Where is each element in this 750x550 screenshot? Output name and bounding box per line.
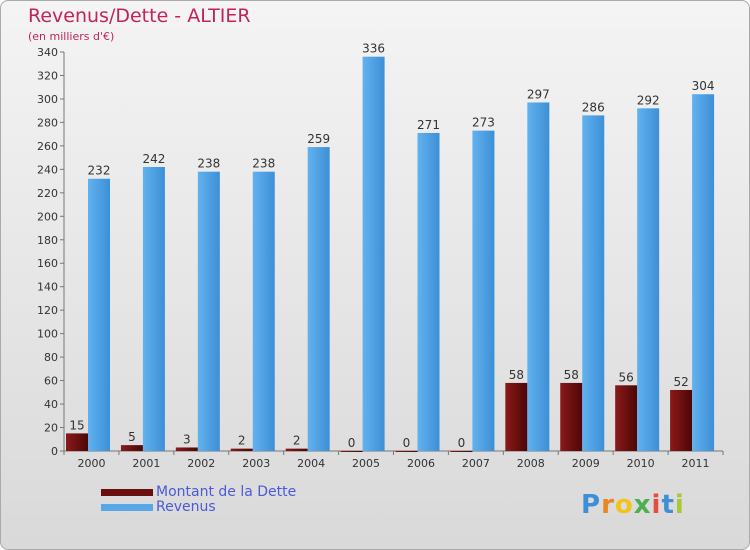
bar-debt	[230, 448, 253, 451]
y-tick-label: 340	[37, 46, 58, 59]
data-label-revenue: 273	[472, 116, 495, 130]
data-label-revenue: 238	[252, 157, 275, 171]
x-tick-label: 2000	[77, 457, 105, 470]
bar-revenue	[527, 102, 550, 451]
x-tick-label: 2010	[627, 457, 655, 470]
x-tick-label: 2007	[462, 457, 490, 470]
logo-letter: t	[661, 490, 675, 520]
bar-debt	[395, 451, 418, 452]
data-label-debt: 0	[403, 436, 411, 450]
data-label-revenue: 286	[582, 100, 605, 114]
x-tick-label: 2003	[242, 457, 270, 470]
x-tick-label: 2009	[572, 457, 600, 470]
data-label-revenue: 292	[637, 93, 660, 107]
bar-revenue	[472, 130, 495, 451]
data-label-revenue: 232	[88, 164, 111, 178]
logo-letter: i	[651, 490, 662, 520]
data-label-revenue: 259	[307, 132, 330, 146]
proxiti-logo: Proxiti	[581, 490, 685, 520]
logo-letter: P	[581, 490, 602, 520]
data-label-debt: 58	[564, 368, 579, 382]
data-label-debt: 3	[183, 432, 191, 446]
bar-revenue	[88, 178, 110, 451]
bar-debt	[615, 385, 638, 451]
x-tick-label: 2005	[352, 457, 380, 470]
y-tick-label: 40	[44, 398, 58, 411]
y-tick-label: 260	[37, 140, 58, 153]
data-label-debt: 5	[128, 430, 136, 444]
bar-revenue	[252, 171, 275, 451]
data-label-debt: 2	[238, 434, 246, 448]
bar-revenue	[142, 167, 165, 451]
data-label-debt: 58	[509, 368, 524, 382]
y-tick-label: 280	[37, 116, 58, 129]
x-tick-label: 2002	[187, 457, 215, 470]
data-label-debt: 0	[348, 436, 356, 450]
data-label-revenue: 297	[527, 87, 550, 101]
y-tick-label: 140	[37, 281, 58, 294]
bar-revenue	[582, 115, 605, 451]
chart-subtitle: (en milliers d'€)	[28, 30, 115, 43]
y-tick-label: 160	[37, 257, 58, 270]
logo-letter: o	[614, 490, 634, 520]
y-tick-label: 20	[44, 422, 58, 435]
bar-debt	[670, 389, 693, 451]
y-tick-label: 100	[37, 328, 58, 341]
bar-debt	[560, 382, 583, 451]
x-tick-label: 2008	[517, 457, 545, 470]
data-label-debt: 2	[293, 434, 301, 448]
x-tick-label: 2011	[682, 457, 710, 470]
data-label-debt: 56	[619, 370, 634, 384]
logo-letter: r	[601, 490, 615, 520]
x-tick-label: 2006	[407, 457, 435, 470]
legend-label-debt: Montant de la Dette	[156, 484, 297, 500]
y-tick-label: 60	[44, 375, 58, 388]
bar-revenue	[307, 147, 330, 451]
x-tick-label: 2001	[132, 457, 160, 470]
y-tick-label: 0	[51, 445, 58, 458]
logo-letter: i	[674, 490, 685, 520]
data-label-revenue: 271	[417, 118, 440, 132]
data-label-revenue: 242	[142, 152, 165, 166]
bar-debt	[505, 382, 528, 451]
y-tick-label: 300	[37, 93, 58, 106]
bar-debt	[450, 451, 473, 452]
bar-revenue	[362, 56, 385, 451]
logo-letter: x	[633, 490, 652, 520]
bar-debt	[175, 447, 198, 451]
bar-debt	[285, 448, 308, 451]
data-label-debt: 15	[69, 418, 84, 432]
bar-debt	[340, 451, 363, 452]
bar-revenue	[692, 94, 715, 451]
y-tick-label: 240	[37, 163, 58, 176]
bar-debt	[66, 433, 88, 451]
legend-label-revenue: Revenus	[156, 499, 216, 515]
chart-title: Revenus/Dette - ALTIER	[28, 5, 251, 27]
bar-debt	[120, 445, 143, 451]
y-tick-label: 80	[44, 351, 58, 364]
bar-revenue	[197, 171, 220, 451]
data-label-revenue: 304	[692, 79, 715, 93]
y-tick-label: 180	[37, 234, 58, 247]
data-label-debt: 0	[458, 436, 466, 450]
y-tick-label: 320	[37, 69, 58, 82]
x-tick-label: 2004	[297, 457, 325, 470]
legend-swatch-revenue	[101, 504, 153, 511]
data-label-debt: 52	[673, 375, 688, 389]
y-tick-label: 120	[37, 304, 58, 317]
legend-swatch-debt	[101, 489, 153, 496]
data-label-revenue: 238	[197, 157, 220, 171]
data-label-revenue: 336	[362, 42, 385, 56]
bar-revenue	[417, 132, 440, 452]
y-tick-label: 220	[37, 187, 58, 200]
bar-revenue	[637, 108, 660, 452]
y-tick-label: 200	[37, 210, 58, 223]
